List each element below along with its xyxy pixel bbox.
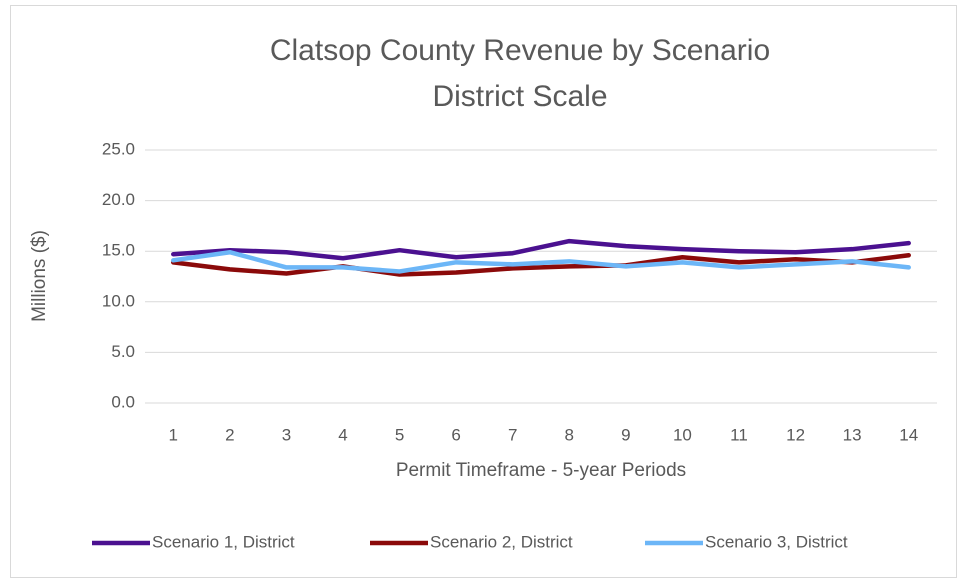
y-tick-label: 15.0: [102, 241, 135, 260]
x-tick-label: 10: [673, 425, 692, 444]
x-tick-label: 14: [899, 425, 918, 444]
y-tick-label: 0.0: [111, 392, 135, 411]
y-tick-label: 25.0: [102, 139, 135, 158]
x-tick-label: 7: [508, 425, 517, 444]
chart-subtitle: District Scale: [432, 80, 607, 113]
legend-label: Scenario 3, District: [705, 532, 848, 551]
x-tick-label: 4: [338, 425, 347, 444]
legend-label: Scenario 1, District: [152, 532, 295, 551]
series-line: [171, 249, 911, 274]
x-tick-label: 12: [786, 425, 805, 444]
x-tick-label: 8: [565, 425, 574, 444]
legend-label: Scenario 2, District: [430, 532, 573, 551]
y-tick-label: 10.0: [102, 291, 135, 310]
x-tick-label: 11: [730, 425, 748, 444]
x-tick-label: 1: [169, 425, 178, 444]
series-line: [171, 238, 911, 261]
x-tick-label: 6: [451, 425, 460, 444]
x-tick-label: 3: [282, 425, 291, 444]
series-line: [171, 252, 911, 277]
x-axis-label: Permit Timeframe - 5-year Periods: [396, 460, 686, 481]
x-tick-label: 2: [225, 425, 234, 444]
y-tick-label: 5.0: [111, 342, 135, 361]
x-tick-label: 13: [843, 425, 862, 444]
x-tick-label: 9: [621, 425, 630, 444]
x-tick-label: 5: [395, 425, 404, 444]
chart-border: [10, 5, 957, 578]
y-tick-label: 20.0: [102, 190, 135, 209]
y-axis-label: Millions ($): [29, 230, 50, 322]
chart-title: Clatsop County Revenue by Scenario: [270, 34, 770, 67]
